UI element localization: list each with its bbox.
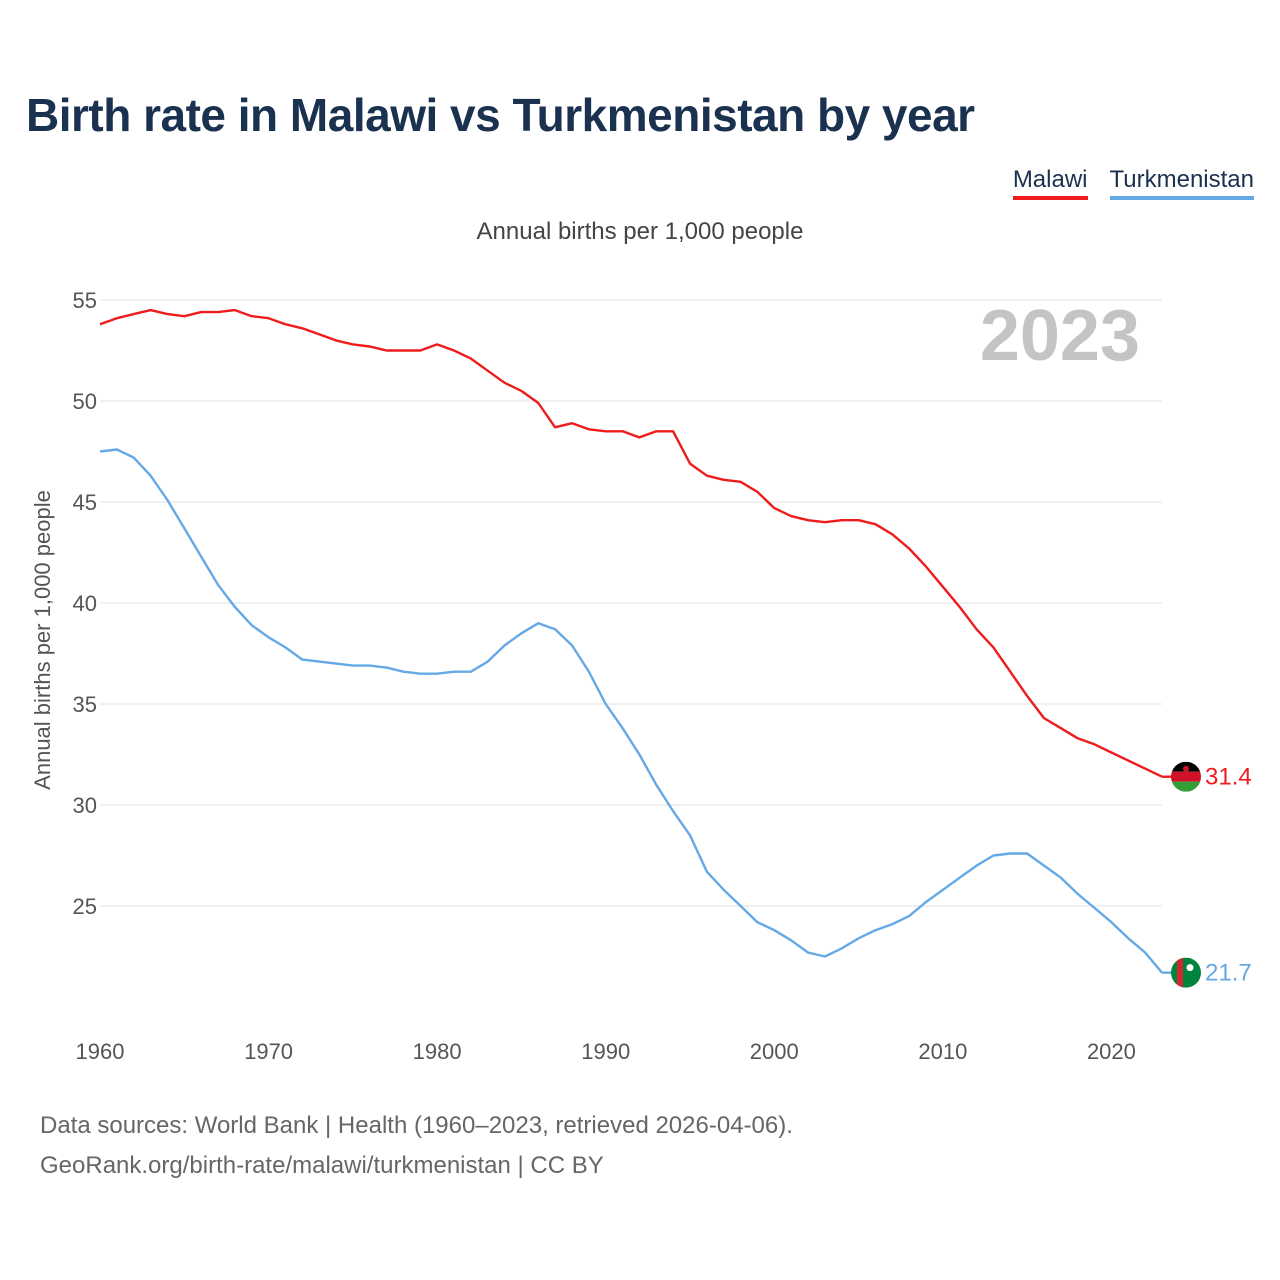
y-tick-label-40: 40 <box>73 591 97 616</box>
series-line-malawi <box>99 308 1163 778</box>
chart-title: Birth rate in Malawi vs Turkmenistan by … <box>26 89 975 141</box>
legend-item-turkmenistan[interactable]: Turkmenistan <box>1109 166 1254 200</box>
y-tick-label-25: 25 <box>73 894 97 919</box>
y-axis-label: Annual births per 1,000 people <box>30 490 55 790</box>
chart-subtitle: Annual births per 1,000 people <box>476 218 804 245</box>
x-tick-label-2010: 2010 <box>918 1039 967 1064</box>
legend: Malawi Turkmenistan <box>1012 166 1254 200</box>
malawi-flag-icon <box>1171 761 1201 792</box>
end-label-turkmenistan: 21.7 <box>1205 960 1252 987</box>
y-tick-label-50: 50 <box>73 389 97 414</box>
y-tick-label-35: 35 <box>73 692 97 717</box>
y-tick-label-30: 30 <box>73 793 97 818</box>
x-tick-label-1960: 1960 <box>76 1039 125 1064</box>
x-tick-label-1980: 1980 <box>413 1039 462 1064</box>
legend-item-malawi[interactable]: Malawi <box>1012 166 1088 200</box>
series-line-turkmenistan <box>99 448 1163 974</box>
source-line-1: Data sources: World Bank | Health (1960–… <box>40 1112 793 1139</box>
y-tick-label-55: 55 <box>73 288 97 313</box>
end-label-malawi: 31.4 <box>1205 764 1252 791</box>
y-tick-label-45: 45 <box>73 490 97 515</box>
x-tick-label-2000: 2000 <box>750 1039 799 1064</box>
source-line-2[interactable]: GeoRank.org/birth-rate/malawi/turkmenist… <box>40 1152 604 1179</box>
turkmenistan-flag-icon <box>1171 957 1201 988</box>
x-tick-label-1990: 1990 <box>581 1039 630 1064</box>
x-tick-label-2020: 2020 <box>1087 1039 1136 1064</box>
source-note: Data sources: World Bank | Health (1960–… <box>40 1106 793 1186</box>
year-watermark: 2023 <box>980 296 1140 376</box>
x-tick-label-1970: 1970 <box>244 1039 293 1064</box>
